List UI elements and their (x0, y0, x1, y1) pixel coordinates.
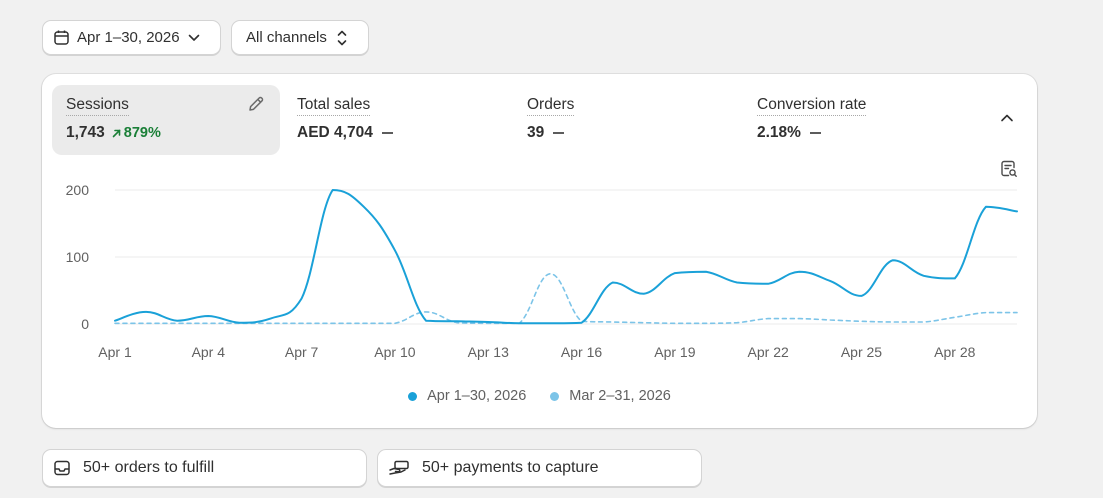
chevron-down-icon (188, 34, 200, 42)
calendar-icon (53, 29, 70, 46)
x-tick-label: Apr 10 (374, 344, 415, 360)
date-range-label: Apr 1–30, 2026 (77, 29, 180, 46)
x-tick-label: Apr 4 (192, 344, 226, 360)
legend-item-current[interactable]: Apr 1–30, 2026 (408, 388, 526, 404)
no-change-dash (809, 132, 821, 134)
no-change-dash (553, 132, 565, 134)
legend-label: Mar 2–31, 2026 (569, 388, 671, 404)
metric-value: 39 (527, 124, 545, 141)
y-tick-label: 0 (81, 316, 89, 332)
series-line-current-period (114, 189, 1018, 325)
legend-dot (408, 391, 418, 401)
analytics-card: Sessions 1,743 879% Total sales AED 4,70… (42, 74, 1037, 428)
metric-total-sales[interactable]: Total sales AED 4,704 (283, 85, 503, 155)
sessions-line-chart: 0 100 200 Apr 1 Apr 4 Apr 7 Apr 10 Apr 13 Apr 16… (66, 182, 1018, 360)
select-arrows-icon (337, 29, 347, 47)
y-tick-label: 200 (66, 182, 90, 198)
channels-select[interactable]: All channels (231, 20, 369, 55)
x-tick-label: Apr 28 (934, 344, 975, 360)
x-tick-label: Apr 1 (98, 344, 132, 360)
metric-orders[interactable]: Orders 39 (513, 85, 733, 155)
chart-legend: Apr 1–30, 2026 Mar 2–31, 2026 (42, 388, 1037, 404)
legend-label: Apr 1–30, 2026 (427, 388, 527, 404)
x-tick-label: Apr 19 (654, 344, 695, 360)
metric-sessions[interactable]: Sessions 1,743 879% (52, 85, 280, 155)
report-search-icon[interactable] (1000, 160, 1018, 183)
metric-label: Total sales (297, 96, 371, 116)
metric-conversion-rate[interactable]: Conversion rate 2.18% (743, 85, 963, 155)
legend-item-previous[interactable]: Mar 2–31, 2026 (550, 388, 671, 404)
metric-value: 2.18% (757, 124, 801, 141)
x-tick-label: Apr 16 (561, 344, 602, 360)
arrow-up-right-icon (112, 129, 121, 137)
x-tick-label: Apr 25 (841, 344, 882, 360)
x-tick-label: Apr 13 (468, 344, 509, 360)
orders-to-fulfill-label: 50+ orders to fulfill (83, 459, 215, 476)
metric-value: AED 4,704 (297, 124, 373, 141)
metric-label: Sessions (66, 96, 129, 116)
payments-to-capture-label: 50+ payments to capture (422, 459, 599, 476)
pencil-icon[interactable] (247, 95, 265, 118)
series-line-previous-period (114, 273, 1018, 325)
payments-to-capture-button[interactable]: 50+ payments to capture (377, 449, 702, 487)
y-tick-label: 100 (66, 249, 90, 265)
metric-delta: 879% (112, 125, 161, 141)
metric-label: Conversion rate (757, 96, 867, 116)
x-tick-label: Apr 7 (285, 344, 319, 360)
chevron-up-icon[interactable] (998, 109, 1016, 132)
metric-label: Orders (527, 96, 575, 116)
date-range-button[interactable]: Apr 1–30, 2026 (42, 20, 221, 55)
inbox-icon (53, 459, 71, 477)
metric-value: 1,743 (66, 124, 105, 141)
metric-delta-value: 879% (123, 125, 161, 141)
legend-dot (550, 391, 560, 401)
hand-cash-icon (388, 459, 410, 477)
channels-label: All channels (246, 29, 327, 46)
no-change-dash (381, 132, 393, 134)
x-tick-label: Apr 22 (748, 344, 789, 360)
orders-to-fulfill-button[interactable]: 50+ orders to fulfill (42, 449, 367, 487)
